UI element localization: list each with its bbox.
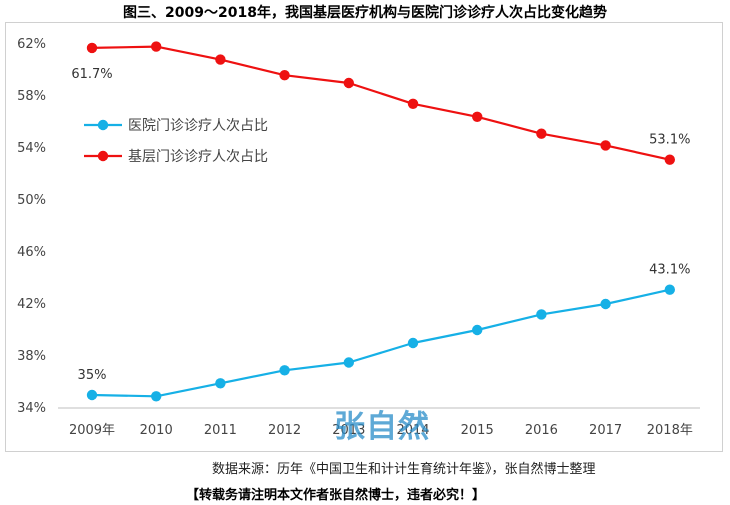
data-point bbox=[407, 98, 419, 110]
data-source-note: 数据来源：历年《中国卫生和计计生育统计年鉴》，张自然博士整理 bbox=[212, 462, 596, 477]
y-tick-label: 62% bbox=[17, 37, 46, 52]
data-label: 61.7% bbox=[71, 67, 112, 82]
x-tick-label: 2013 bbox=[332, 423, 365, 438]
data-point bbox=[279, 70, 290, 81]
data-point bbox=[343, 77, 354, 89]
data-point bbox=[664, 284, 675, 295]
data-label: 53.1% bbox=[649, 133, 690, 148]
y-tick-label: 38% bbox=[17, 349, 46, 364]
data-point bbox=[407, 337, 419, 349]
data-label-layer: 35% 43.1% 61.7% 53.1% bbox=[71, 67, 690, 383]
data-point bbox=[536, 309, 547, 320]
chart-title: 图三、2009～2018年，我国基层医疗机构与医院门诊诊疗人次占比变化趋势 bbox=[123, 5, 607, 21]
data-point bbox=[151, 41, 162, 52]
data-point bbox=[86, 389, 98, 401]
data-point bbox=[472, 324, 483, 336]
y-tick-label: 50% bbox=[17, 193, 46, 208]
x-tick-label: 2011 bbox=[204, 423, 237, 438]
data-point bbox=[151, 391, 162, 402]
data-point bbox=[600, 140, 611, 151]
data-point bbox=[343, 357, 354, 368]
watermark: 张自然 bbox=[334, 409, 430, 445]
axis-layer: 34% 38% 42% 46% 50% 54% 58% 62% 2009年 2010 2011 201… bbox=[17, 37, 700, 438]
y-tick-label: 58% bbox=[17, 89, 46, 104]
y-tick-label: 34% bbox=[17, 401, 46, 416]
data-point bbox=[86, 42, 98, 54]
legend-marker bbox=[97, 150, 109, 162]
y-tick-label: 42% bbox=[17, 297, 46, 312]
series-line bbox=[91, 45, 671, 161]
data-point bbox=[600, 298, 611, 310]
data-point bbox=[279, 365, 290, 376]
x-tick-label: 2012 bbox=[268, 423, 301, 438]
legend-label: 基层门诊诊疗人次占比 bbox=[128, 148, 268, 165]
x-tick-label: 2010 bbox=[140, 423, 173, 438]
x-tick-label: 2018年 bbox=[647, 423, 693, 438]
data-point bbox=[664, 154, 675, 165]
data-point bbox=[472, 111, 483, 123]
x-tick-label: 2017 bbox=[589, 423, 622, 438]
legend-label: 医院门诊诊疗人次占比 bbox=[128, 118, 268, 134]
legend-marker bbox=[97, 119, 109, 131]
x-tick-label: 2009年 bbox=[69, 423, 115, 438]
data-point bbox=[536, 128, 547, 139]
data-point bbox=[215, 378, 226, 389]
x-tick-label: 2014 bbox=[396, 423, 429, 438]
chart-frame bbox=[5, 22, 723, 452]
data-point bbox=[215, 54, 226, 65]
data-label: 43.1% bbox=[649, 263, 690, 278]
data-label: 35% bbox=[78, 368, 107, 383]
series-line bbox=[91, 288, 671, 398]
series-layer bbox=[86, 41, 675, 402]
y-tick-label: 54% bbox=[17, 141, 46, 156]
copyright-notice: 【转载务请注明本文作者张自然博士，违者必究！】 bbox=[186, 488, 486, 503]
x-tick-label: 2015 bbox=[461, 423, 494, 438]
x-tick-label: 2016 bbox=[525, 423, 558, 438]
y-tick-label: 46% bbox=[17, 245, 46, 260]
